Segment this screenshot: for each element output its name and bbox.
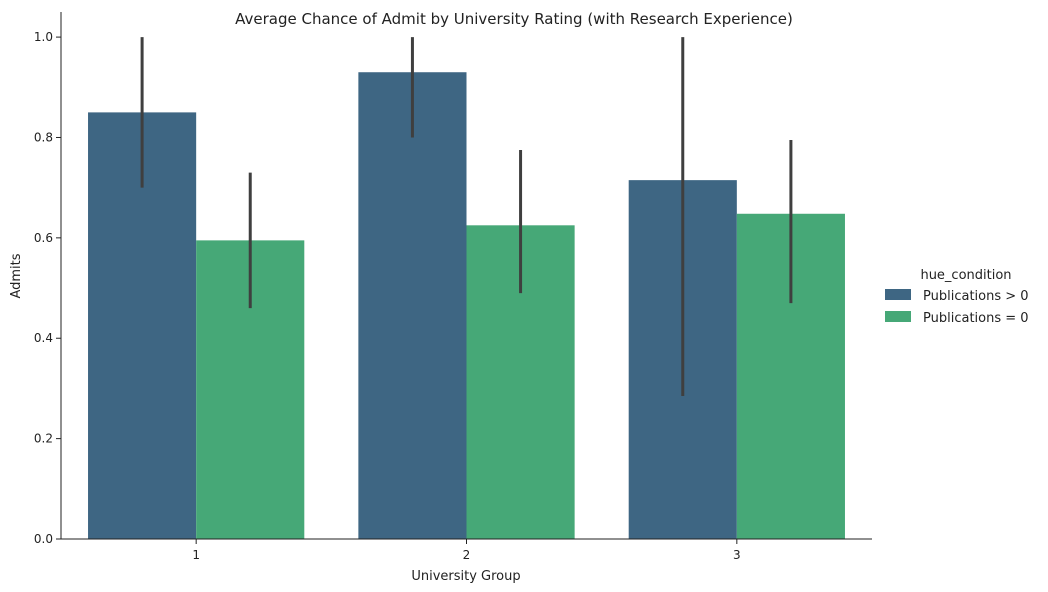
x-axis-title: University Group xyxy=(411,569,520,584)
y-axis-title: Admits xyxy=(9,253,24,298)
y-axis-ticks: 0.0 0.2 0.4 0.6 0.8 1.0 xyxy=(34,30,61,546)
bar-publications-positive-group-2 xyxy=(358,72,467,539)
legend-swatch-publications-zero xyxy=(885,311,911,322)
bars-group xyxy=(88,72,845,540)
x-tick-label: 1 xyxy=(192,548,200,562)
legend-label-publications-positive: Publications > 0 xyxy=(923,289,1029,304)
legend-swatch-publications-positive xyxy=(885,289,911,300)
y-tick-label: 0.2 xyxy=(34,432,53,446)
x-axis-ticks: 1 2 3 xyxy=(192,539,741,562)
x-tick-label: 3 xyxy=(733,548,741,562)
legend: hue_condition Publications > 0 Publicati… xyxy=(885,268,1029,326)
y-tick-label: 0.0 xyxy=(34,532,53,546)
chart-title: Average Chance of Admit by University Ra… xyxy=(235,10,793,28)
y-tick-label: 0.8 xyxy=(34,130,53,144)
y-tick-label: 1.0 xyxy=(34,30,53,44)
y-tick-label: 0.6 xyxy=(34,231,53,245)
legend-label-publications-zero: Publications = 0 xyxy=(923,311,1029,326)
x-tick-label: 2 xyxy=(463,548,471,562)
y-tick-label: 0.4 xyxy=(34,331,53,345)
error-bars-group xyxy=(140,37,793,396)
legend-title: hue_condition xyxy=(920,268,1011,283)
